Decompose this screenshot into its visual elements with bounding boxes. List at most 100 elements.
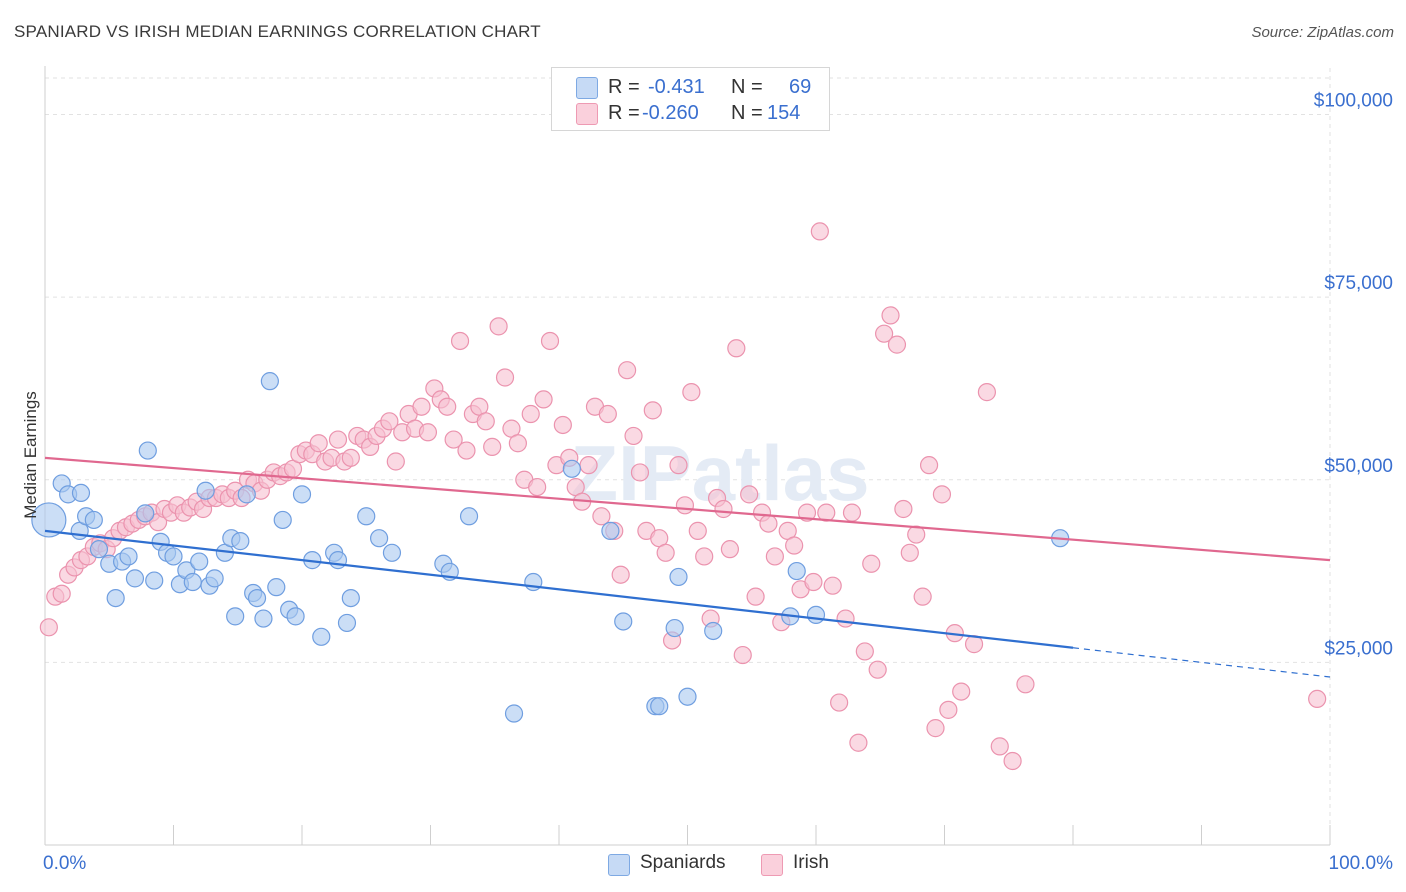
data-points	[31, 222, 1327, 771]
spaniards-point	[562, 459, 581, 478]
irish-point	[849, 733, 868, 752]
spaniards-point	[260, 372, 279, 391]
spaniards-point	[196, 481, 215, 500]
spaniards-point	[704, 621, 723, 641]
spaniards-point	[382, 543, 402, 562]
chart-title: SPANIARD VS IRISH MEDIAN EARNINGS CORREL…	[14, 22, 541, 41]
spaniards-point	[31, 502, 67, 538]
spaniards-point	[312, 627, 331, 646]
irish-point	[553, 415, 572, 435]
spaniards-point	[84, 510, 103, 530]
spaniards-point	[665, 618, 684, 638]
spaniards-point	[145, 571, 164, 590]
irish-point	[476, 412, 495, 431]
irish-point	[894, 499, 913, 519]
spaniards-legend-swatch	[608, 854, 630, 876]
spaniards-point	[370, 529, 389, 548]
spaniards-point	[286, 607, 305, 626]
spaniards-point	[89, 540, 109, 559]
spaniards-point	[273, 510, 292, 530]
r-label: R =	[608, 102, 640, 124]
irish-point	[881, 306, 900, 325]
irish-point	[643, 401, 662, 420]
spaniards-point	[254, 609, 273, 628]
tick-labels: $25,000 $50,000 $75,000 $100,000 0.0% 100.0%	[43, 91, 1393, 874]
irish-point	[952, 682, 971, 701]
irish-point	[990, 737, 1009, 756]
spaniards-point	[205, 569, 224, 588]
spaniards-point	[71, 483, 91, 503]
irish-point	[939, 700, 958, 719]
spaniards-point	[669, 567, 688, 587]
irish-point	[919, 456, 939, 475]
irish-trend-line	[44, 456, 1331, 562]
spaniards-point	[226, 607, 245, 626]
irish-point	[630, 463, 650, 482]
irish-point	[868, 660, 887, 679]
irish-point	[540, 331, 560, 351]
spaniards-point	[125, 569, 145, 588]
spaniards-point	[183, 572, 202, 592]
irish-point	[592, 507, 611, 526]
irish-point	[714, 499, 733, 519]
spaniards-point	[357, 507, 376, 526]
spaniards-point	[614, 612, 633, 631]
n-label: N =	[731, 76, 763, 98]
y-tick-label: $100,000	[1314, 91, 1393, 112]
irish-point	[52, 584, 71, 603]
irish-point	[688, 521, 707, 540]
irish-point	[380, 412, 399, 431]
irish-point	[579, 456, 598, 475]
irish-point	[386, 452, 405, 471]
n-value: 154	[767, 102, 801, 124]
y-tick-label: $50,000	[1324, 456, 1393, 477]
irish-point	[977, 383, 997, 402]
irish-point	[624, 426, 643, 446]
irish-point	[785, 536, 804, 555]
spaniards-point	[267, 578, 286, 597]
irish-point	[675, 496, 695, 515]
irish-point	[900, 543, 919, 562]
spaniards-swatch	[576, 77, 598, 99]
spaniards-point	[806, 605, 826, 625]
irish-point	[804, 572, 823, 592]
irish-point	[328, 430, 348, 449]
irish-point	[309, 434, 328, 453]
spaniards-point	[106, 588, 125, 608]
y-axis-label: Median Earnings	[21, 391, 40, 519]
irish-point	[483, 437, 502, 456]
spaniards-point	[190, 552, 209, 571]
irish-point	[907, 525, 926, 544]
irish-point	[862, 554, 881, 573]
spaniards-legend-label: Spaniards	[640, 852, 726, 873]
spaniards-point	[292, 485, 312, 504]
irish-point	[598, 404, 617, 424]
irish-point	[855, 642, 874, 661]
r-value: -0.260	[642, 102, 699, 124]
irish-point	[740, 485, 759, 504]
irish-point	[810, 222, 829, 241]
x-tick-label: 100.0%	[1329, 853, 1394, 874]
irish-point	[618, 361, 637, 380]
irish-point	[887, 335, 907, 354]
spaniards-point	[601, 521, 620, 540]
irish-point	[457, 441, 476, 460]
irish-point	[611, 565, 630, 584]
irish-point	[669, 456, 688, 475]
irish-point	[746, 587, 765, 606]
spaniards-point	[341, 588, 360, 608]
irish-point	[842, 503, 862, 522]
irish-point	[444, 430, 463, 449]
spaniards-point	[138, 441, 157, 460]
legend-box: R = -0.431 N = 69 R = -0.260 N = 154	[551, 67, 830, 131]
irish-point	[765, 547, 784, 566]
irish-point	[727, 339, 746, 358]
spaniards-point	[328, 551, 348, 570]
x-tick-label: 0.0%	[43, 853, 86, 874]
n-value: 69	[789, 76, 812, 98]
spaniards-point	[678, 687, 697, 706]
y-tick-label: $75,000	[1324, 273, 1393, 294]
spaniards-point	[650, 697, 669, 716]
irish-swatch	[576, 103, 598, 125]
